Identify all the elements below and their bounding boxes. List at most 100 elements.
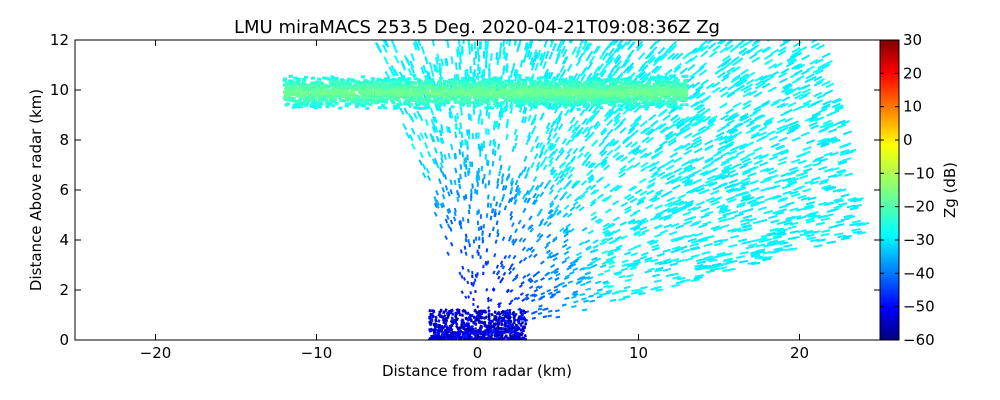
radar-echo [770,70,779,78]
radar-echo [604,268,611,273]
radar-echo [742,91,752,98]
radar-echo [598,140,606,147]
radar-echo [654,204,663,210]
radar-echo [491,226,495,232]
radar-echo [727,135,737,142]
radar-echo [597,272,605,277]
radar-echo [596,295,603,299]
radar-echo [579,266,586,271]
radar-echo [441,194,446,200]
radar-echo [554,309,560,313]
radar-echo [515,327,519,332]
radar-echo [432,115,437,123]
radar-echo [475,75,480,79]
radar-echo [566,147,573,155]
radar-echo [779,40,789,48]
radar-echo [536,232,542,238]
radar-echo [662,161,671,168]
radar-echo [440,58,444,67]
radar-echo [654,268,663,273]
radar-echo [490,331,494,335]
radar-echo [603,142,611,150]
radar-echo [831,102,841,109]
radar-echo [418,106,423,111]
radar-echo [680,143,690,150]
radar-echo [837,123,847,129]
radar-echo [549,213,555,219]
radar-echo [650,120,659,128]
radar-echo [491,160,495,167]
radar-echo [460,131,464,139]
radar-echo [539,181,544,188]
radar-echo [842,157,852,162]
radar-echo [745,196,755,201]
radar-echo [700,207,710,213]
radar-echo [741,177,751,183]
radar-echo [602,229,610,235]
radar-echo [631,147,640,155]
radar-echo [599,264,607,269]
radar-echo [548,152,554,159]
radar-echo [526,131,532,139]
radar-echo [519,309,523,313]
radar-echo [497,270,501,275]
radar-echo [535,193,540,200]
radar-echo [744,40,754,46]
radar-echo [699,40,708,48]
radar-echo [778,204,789,209]
radar-echo [487,324,490,328]
radar-echo [813,75,823,82]
radar-echo [572,290,579,294]
radar-echo [645,128,654,136]
radar-echo [470,43,474,52]
radar-echo [705,235,715,240]
radar-echo [792,91,802,97]
radar-echo [545,271,551,276]
radar-echo [593,120,600,129]
radar-echo [651,244,660,249]
radar-echo [772,210,782,215]
radar-echo [673,156,682,164]
radar-echo [474,289,477,294]
radar-echo [808,121,818,127]
radar-echo [602,222,610,228]
radar-echo [434,56,439,65]
radar-echo [376,44,383,54]
radar-echo [678,234,687,240]
radar-echo [640,165,649,173]
radar-echo [627,49,635,58]
radar-echo [420,66,425,75]
radar-echo [435,135,440,143]
radar-echo [626,65,634,74]
radar-echo [528,285,534,290]
radar-echo [657,110,667,118]
radar-echo [485,248,489,253]
radar-echo [722,268,732,273]
radar-echo [856,231,867,235]
radar-echo [434,199,439,205]
radar-echo [497,304,501,309]
radar-echo [692,46,701,55]
radar-echo [683,220,693,226]
radar-echo [583,299,589,303]
radar-echo [467,268,470,273]
radar-echo [466,154,469,161]
radar-echo [569,206,576,212]
radar-echo [524,47,529,56]
radar-echo [415,42,421,51]
radar-echo [495,264,500,269]
radar-echo [398,102,403,106]
radar-echo [508,266,512,271]
radar-echo [639,120,648,128]
radar-echo [657,46,666,55]
radar-echo [553,125,559,133]
radar-echo [563,56,569,65]
radar-echo [559,281,565,286]
radar-echo [814,155,824,161]
radar-echo [769,227,779,232]
radar-echo [548,71,554,80]
radar-echo [666,174,676,181]
radar-echo [522,256,528,262]
radar-echo [689,222,700,227]
radar-echo [599,67,606,76]
